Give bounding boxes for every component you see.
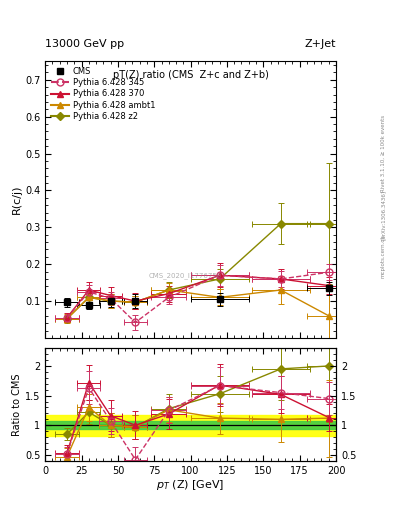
Text: Rivet 3.1.10, ≥ 100k events: Rivet 3.1.10, ≥ 100k events: [381, 115, 386, 192]
Text: CMS_2020_I1776758: CMS_2020_I1776758: [148, 272, 221, 279]
Text: 13000 GeV pp: 13000 GeV pp: [45, 38, 124, 49]
Legend: CMS, Pythia 6.428 345, Pythia 6.428 370, Pythia 6.428 ambt1, Pythia 6.428 z2: CMS, Pythia 6.428 345, Pythia 6.428 370,…: [50, 66, 157, 122]
Text: [arXiv:1306.3436]: [arXiv:1306.3436]: [381, 190, 386, 240]
Text: mcplots.cern.ch: mcplots.cern.ch: [381, 234, 386, 278]
X-axis label: $p_T$ (Z) [GeV]: $p_T$ (Z) [GeV]: [156, 478, 225, 493]
Text: Z+Jet: Z+Jet: [305, 38, 336, 49]
Y-axis label: R(c/j): R(c/j): [12, 185, 22, 215]
Y-axis label: Ratio to CMS: Ratio to CMS: [12, 373, 22, 436]
Text: pT(Z) ratio (CMS  Z+c and Z+b): pT(Z) ratio (CMS Z+c and Z+b): [113, 70, 268, 80]
